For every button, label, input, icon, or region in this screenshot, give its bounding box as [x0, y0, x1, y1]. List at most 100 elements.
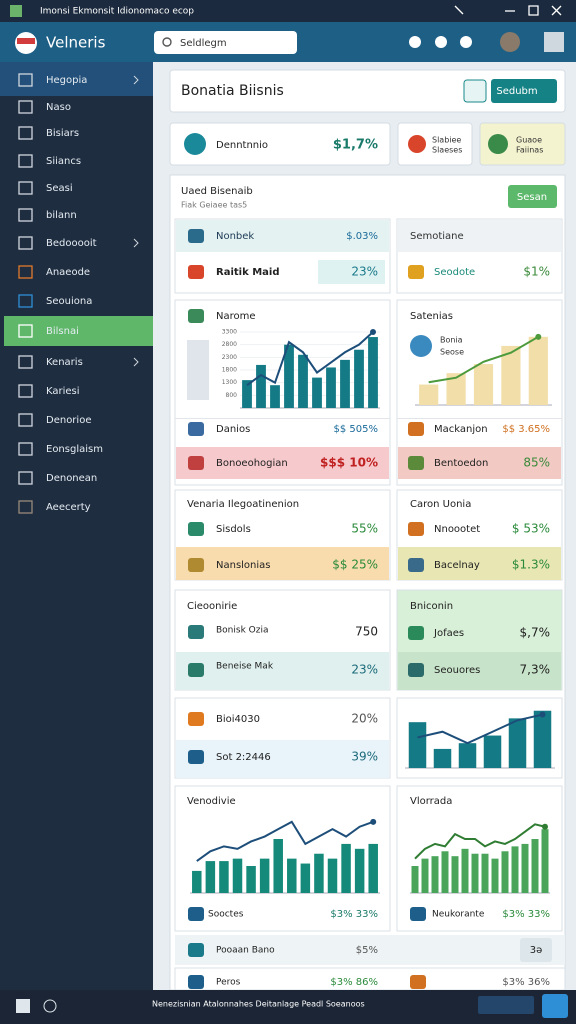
- bar: [340, 359, 350, 408]
- row-icon: [188, 422, 204, 436]
- bar: [192, 870, 202, 893]
- window-title: Imonsi Ekmonsit Idionomaco ecop: [40, 7, 194, 17]
- sidebar-item[interactable]: bilann: [46, 210, 77, 221]
- kpi-label: Slaeses: [432, 146, 462, 155]
- window-control[interactable]: [528, 5, 539, 16]
- kpi-card: [169, 122, 391, 166]
- line: [196, 820, 374, 862]
- bar: [284, 344, 294, 408]
- card-band: [398, 220, 561, 252]
- header-icon[interactable]: [435, 36, 447, 48]
- row-icon: [188, 712, 204, 726]
- sidebar-item[interactable]: Aeecerty: [46, 502, 91, 513]
- sidebar-icon: [18, 324, 33, 338]
- row-icon: [188, 750, 204, 764]
- y-tick-label: 800: [226, 392, 238, 399]
- bar: [273, 839, 283, 893]
- sidebar-item[interactable]: Kariesi: [46, 386, 80, 397]
- row-icon: [188, 265, 204, 279]
- bar: [431, 856, 439, 893]
- sidebar-item[interactable]: Seasi: [46, 183, 73, 194]
- sidebar-item[interactable]: Seouiona: [46, 296, 92, 307]
- bar: [408, 722, 427, 768]
- section-button[interactable]: [508, 185, 557, 208]
- profile-icon[interactable]: [544, 32, 564, 52]
- page-title: Bonatia Biisnis: [181, 83, 284, 99]
- label: Nanslonias: [216, 560, 271, 571]
- row-icon: [188, 522, 204, 536]
- small-button-label: 3ə: [530, 945, 543, 956]
- taskbar-button[interactable]: [542, 994, 568, 1018]
- value: 7,3%: [520, 663, 551, 677]
- bar: [246, 866, 256, 893]
- bar: [287, 858, 297, 893]
- sidebar-item[interactable]: Eonsglaism: [46, 444, 103, 455]
- value: $3% 86%: [330, 977, 378, 988]
- value: $.03%: [346, 231, 378, 242]
- check-button[interactable]: [463, 79, 487, 103]
- value: 23%: [351, 663, 378, 677]
- row-icon: [188, 943, 204, 957]
- label: Nnoootet: [434, 524, 480, 535]
- sidebar-item[interactable]: Bisiars: [46, 128, 79, 139]
- taskbar-icon[interactable]: [43, 999, 57, 1013]
- value: $ 53%: [512, 522, 550, 536]
- label: Peros: [216, 978, 241, 988]
- divider: [175, 418, 390, 419]
- kpi-icon: [184, 133, 206, 155]
- header-icon[interactable]: [409, 36, 421, 48]
- bar: [232, 858, 243, 893]
- label: Neukorante: [432, 910, 485, 920]
- brand: Velneris: [46, 34, 106, 52]
- row-icon: [408, 558, 424, 572]
- bar: [421, 858, 429, 893]
- window-control[interactable]: [551, 5, 562, 16]
- sidebar-item[interactable]: Bilsnai: [46, 326, 79, 337]
- bar: [314, 853, 324, 893]
- bar: [242, 380, 252, 408]
- value: 39%: [351, 750, 378, 764]
- label: Bonisk Ozia: [216, 626, 268, 636]
- row-icon: [188, 663, 204, 677]
- value: $3% 36%: [502, 977, 550, 988]
- card: [175, 935, 565, 965]
- bar: [219, 861, 229, 893]
- card-band: [398, 547, 561, 580]
- header-icon[interactable]: [460, 36, 472, 48]
- avatar[interactable]: [500, 32, 520, 52]
- start-button[interactable]: [16, 999, 30, 1013]
- primary-button[interactable]: [491, 79, 557, 103]
- sidebar-icon: [18, 265, 33, 279]
- sidebar-icon: [18, 181, 33, 195]
- bar: [473, 364, 494, 405]
- window-control[interactable]: [454, 5, 464, 15]
- sidebar-item[interactable]: Denorioe: [46, 415, 91, 426]
- line: [417, 713, 543, 745]
- label: Sooctes: [208, 910, 244, 920]
- row-icon: [188, 456, 204, 470]
- bar: [368, 843, 378, 893]
- bar: [458, 743, 477, 768]
- label: Jofaes: [433, 628, 464, 639]
- card-title: Vlorrada: [410, 796, 452, 807]
- card-band: [398, 652, 561, 690]
- card-band: [398, 447, 561, 479]
- value: $5%: [356, 945, 378, 956]
- sidebar-item[interactable]: Bedooooit: [46, 238, 97, 249]
- small-button[interactable]: [520, 938, 552, 962]
- sidebar-item[interactable]: Hegopia: [46, 75, 87, 86]
- legend-item: Bonia: [440, 336, 463, 345]
- sidebar-item[interactable]: Kenaris: [46, 357, 83, 368]
- value: 55%: [351, 522, 378, 536]
- sidebar-item[interactable]: Siiancs: [46, 156, 81, 167]
- label: Beneise Mak: [216, 662, 274, 672]
- sidebar-item[interactable]: Naso: [46, 102, 71, 113]
- sidebar-icon: [18, 442, 33, 456]
- sidebar-item[interactable]: Anaeode: [46, 267, 90, 278]
- section-title: Uaed Bisenaib: [181, 186, 253, 197]
- sidebar-item[interactable]: Denonean: [46, 473, 97, 484]
- search-box[interactable]: [154, 31, 297, 54]
- taskbar-item[interactable]: [478, 996, 534, 1014]
- row-icon: [188, 558, 204, 572]
- bar: [446, 373, 466, 405]
